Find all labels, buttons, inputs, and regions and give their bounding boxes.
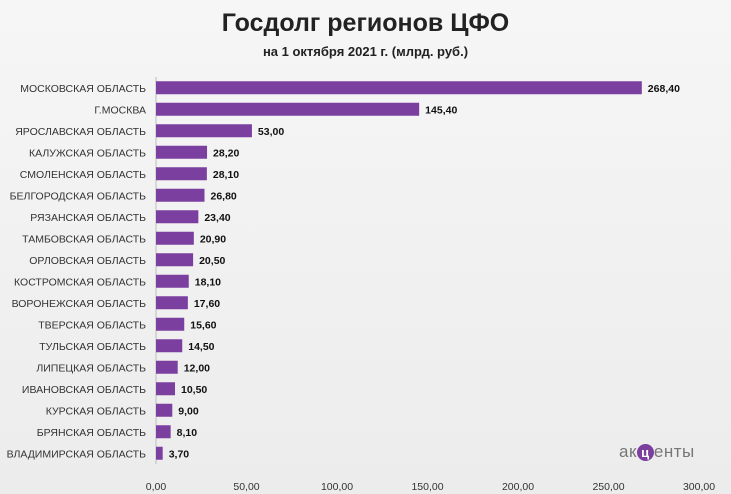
bar	[156, 317, 185, 331]
data-label: 18,10	[195, 276, 221, 288]
bar	[156, 425, 171, 439]
category-label: СМОЛЕНСКАЯ ОБЛАСТЬ	[20, 169, 146, 181]
data-label: 145,40	[425, 104, 457, 116]
bar	[156, 188, 205, 202]
data-label: 17,60	[194, 298, 220, 310]
category-label: ЯРОСЛАВСКАЯ ОБЛАСТЬ	[15, 126, 146, 138]
x-tick-label: 250,00	[592, 481, 624, 493]
x-tick-label: 100,00	[321, 481, 353, 493]
bar	[156, 296, 188, 310]
bar	[156, 102, 420, 116]
brand-logo: ак ц енты	[619, 442, 695, 462]
x-tick-label: 150,00	[411, 481, 443, 493]
data-label: 9,00	[178, 405, 199, 417]
category-label: РЯЗАНСКАЯ ОБЛАСТЬ	[30, 212, 146, 224]
data-label: 20,50	[199, 255, 225, 267]
data-label: 12,00	[184, 362, 210, 374]
category-label: ТУЛЬСКАЯ ОБЛАСТЬ	[39, 341, 146, 353]
bar	[156, 339, 183, 353]
bar	[156, 274, 189, 288]
data-label: 23,40	[204, 212, 230, 224]
category-label: ВЛАДИМИРСКАЯ ОБЛАСТЬ	[7, 448, 147, 460]
category-label: КУРСКАЯ ОБЛАСТЬ	[46, 405, 146, 417]
chart-subtitle: на 1 октября 2021 г. (млрд. руб.)	[262, 44, 469, 59]
x-tick-label: 300,00	[683, 481, 715, 493]
data-label: 8,10	[177, 427, 198, 439]
category-label: КАЛУЖСКАЯ ОБЛАСТЬ	[29, 147, 146, 159]
logo-mark: ц	[636, 444, 654, 461]
x-tick-label: 50,00	[233, 481, 259, 493]
data-label: 28,10	[213, 169, 239, 181]
category-label: ТАМБОВСКАЯ ОБЛАСТЬ	[22, 233, 146, 245]
data-label: 15,60	[190, 319, 216, 331]
category-label: КОСТРОМСКАЯ ОБЛАСТЬ	[14, 276, 146, 288]
data-label: 268,40	[648, 83, 680, 95]
category-label: ИВАНОВСКАЯ ОБЛАСТЬ	[22, 384, 146, 396]
data-label: 3,70	[169, 448, 190, 460]
category-label: ЛИПЕЦКАЯ ОБЛАСТЬ	[36, 362, 146, 374]
x-tick-label: 0,00	[146, 481, 167, 493]
x-tick-label: 200,00	[502, 481, 534, 493]
bar	[156, 210, 199, 224]
data-label: 20,90	[200, 233, 226, 245]
data-label: 14,50	[188, 341, 214, 353]
category-label: ВОРОНЕЖСКАЯ ОБЛАСТЬ	[12, 298, 146, 310]
data-label: 53,00	[258, 126, 284, 138]
data-label: 26,80	[211, 190, 237, 202]
category-label: МОСКОВСКАЯ ОБЛАСТЬ	[20, 83, 146, 95]
bar	[156, 360, 178, 374]
logo-suffix: енты	[653, 442, 695, 461]
bar	[156, 382, 176, 396]
logo-prefix: ак	[619, 442, 637, 461]
bar	[156, 446, 163, 460]
bar	[156, 145, 208, 159]
category-label: БЕЛГОРОДСКАЯ ОБЛАСТЬ	[10, 190, 146, 202]
data-label: 10,50	[181, 384, 207, 396]
category-label: ОРЛОВСКАЯ ОБЛАСТЬ	[29, 255, 146, 267]
bar	[156, 81, 642, 95]
bar	[156, 124, 252, 138]
bar	[156, 231, 194, 245]
category-label: Г.МОСКВА	[94, 104, 146, 116]
bar	[156, 403, 173, 417]
chart-title: Госдолг регионов ЦФО	[221, 9, 510, 37]
bar	[156, 167, 207, 181]
bar	[156, 253, 194, 267]
category-label: ТВЕРСКАЯ ОБЛАСТЬ	[38, 319, 146, 331]
data-label: 28,20	[213, 147, 239, 159]
category-label: БРЯНСКАЯ ОБЛАСТЬ	[37, 427, 146, 439]
